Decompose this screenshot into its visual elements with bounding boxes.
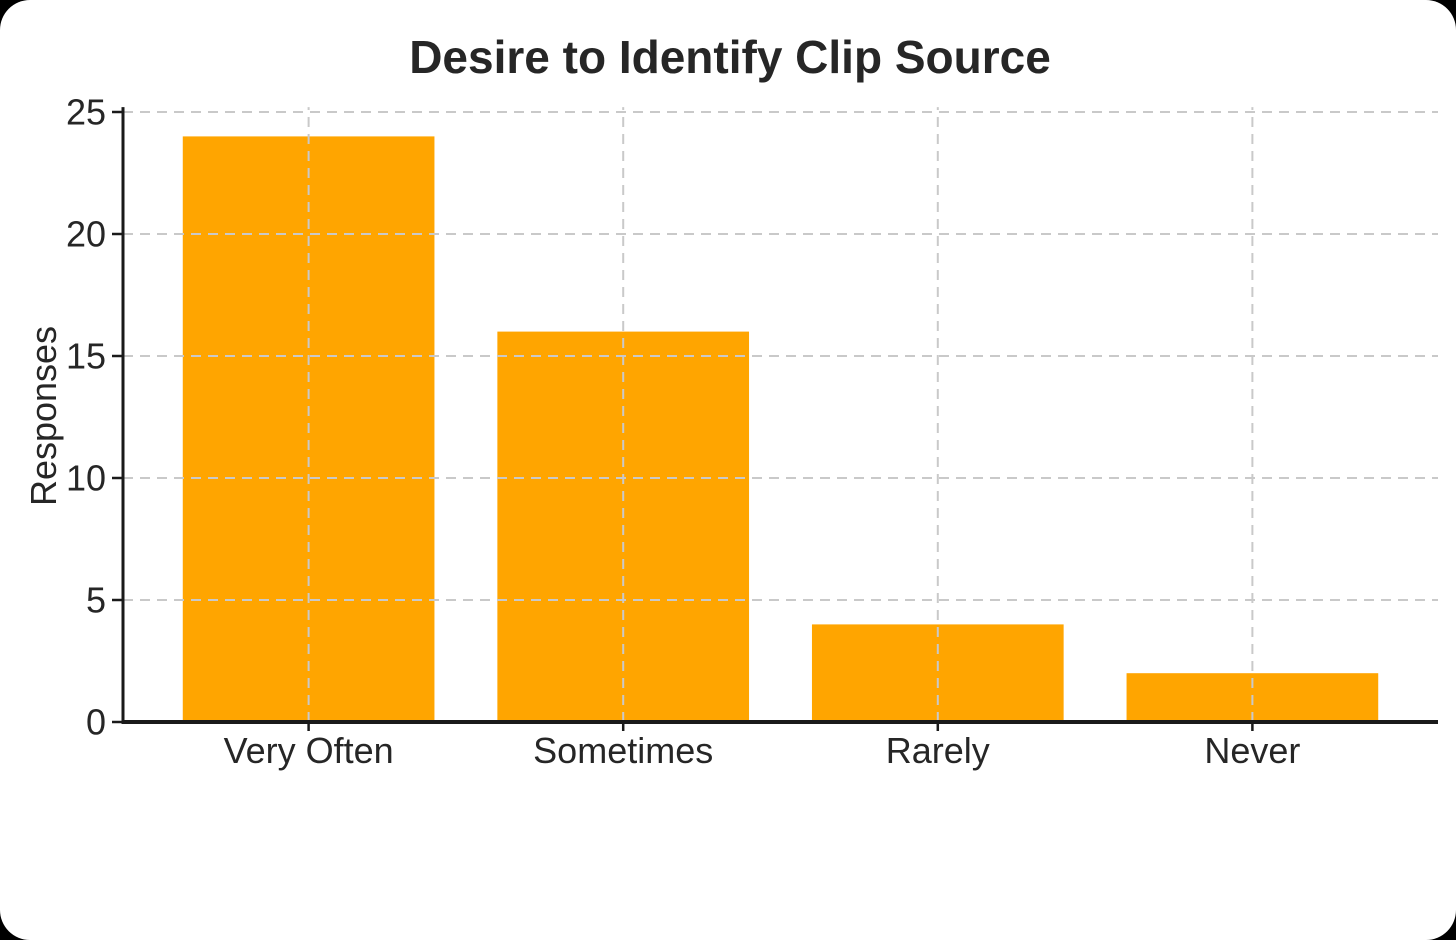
y-tick-label: 15 xyxy=(66,336,106,377)
chart-title: Desire to Identify Clip Source xyxy=(409,31,1051,83)
x-tick-label: Very Often xyxy=(224,730,394,771)
y-tick-label: 0 xyxy=(86,702,106,743)
y-tick-label: 25 xyxy=(66,92,106,133)
x-tick-label: Sometimes xyxy=(533,730,713,771)
bar xyxy=(811,624,1064,722)
x-tick-label: Never xyxy=(1204,730,1300,771)
y-tick-label: 20 xyxy=(66,214,106,255)
y-tick-label: 10 xyxy=(66,458,106,499)
y-tick-label: 5 xyxy=(86,580,106,621)
x-tick-label: Rarely xyxy=(886,730,990,771)
